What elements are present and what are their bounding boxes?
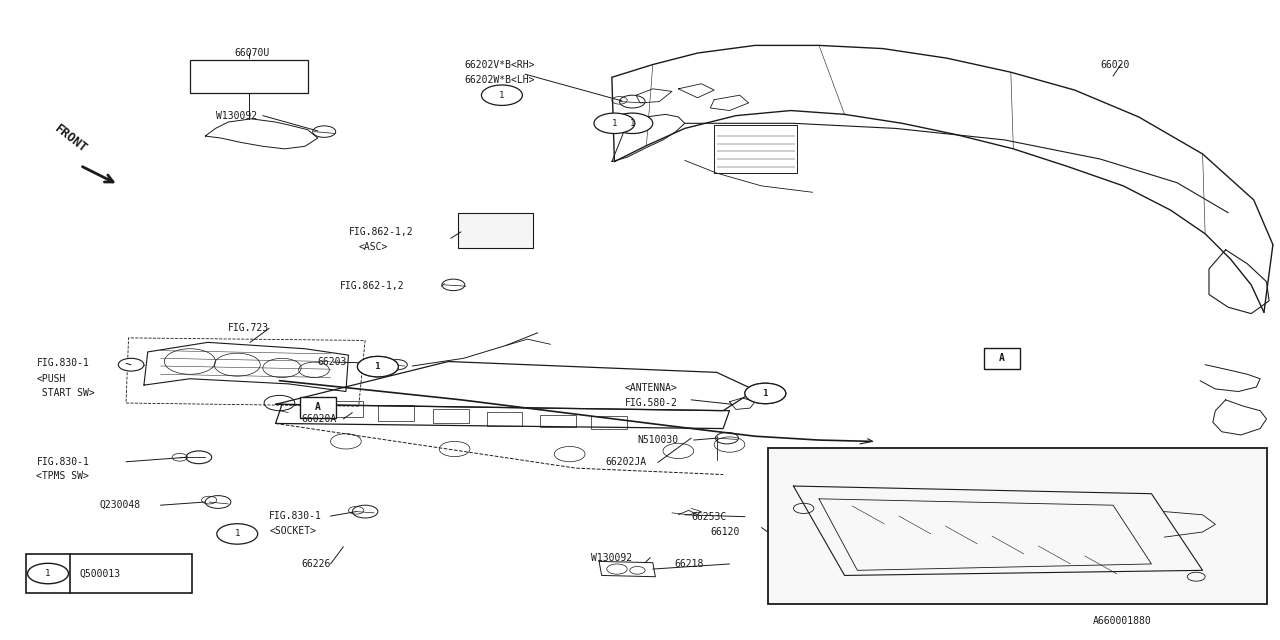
Text: A: A (315, 403, 321, 413)
Text: FIG.830-1: FIG.830-1 (37, 358, 90, 369)
Text: 1: 1 (375, 362, 380, 371)
Text: 66120: 66120 (710, 527, 740, 537)
Text: 66202W*B<LH>: 66202W*B<LH> (465, 75, 535, 85)
Text: 66020: 66020 (1101, 60, 1130, 70)
Text: 66070U: 66070U (234, 48, 270, 58)
Bar (984, 348, 1020, 369)
Text: 66202V*B<RH>: 66202V*B<RH> (465, 60, 535, 70)
Text: A: A (998, 353, 1005, 364)
Circle shape (612, 113, 653, 134)
Text: FIG.862-1,2: FIG.862-1,2 (348, 227, 413, 237)
Bar (486, 412, 522, 426)
Bar (433, 410, 468, 424)
Bar (540, 415, 576, 428)
Circle shape (594, 113, 635, 134)
Text: 66203: 66203 (317, 357, 347, 367)
Text: W130092: W130092 (591, 552, 632, 563)
Text: 1: 1 (499, 91, 504, 100)
Bar (714, 125, 797, 173)
Text: <PUSH: <PUSH (37, 374, 65, 384)
Text: FIG.862-1,2: FIG.862-1,2 (339, 281, 404, 291)
Text: FIG.830-1: FIG.830-1 (37, 457, 90, 467)
Text: 1: 1 (375, 362, 380, 371)
Text: Q230048: Q230048 (99, 500, 141, 510)
Text: <ANTENNA>: <ANTENNA> (625, 383, 677, 394)
Text: 1: 1 (763, 389, 768, 398)
Circle shape (745, 383, 786, 404)
Text: 1: 1 (45, 569, 51, 578)
Circle shape (745, 383, 786, 404)
Text: START SW>: START SW> (37, 388, 95, 399)
Circle shape (216, 524, 257, 544)
Bar (458, 213, 532, 248)
Text: 1: 1 (630, 119, 635, 128)
Text: 66226: 66226 (301, 559, 330, 569)
Text: <TPMS SW>: <TPMS SW> (37, 472, 90, 481)
Bar (591, 416, 627, 429)
Text: FIG.723: FIG.723 (228, 323, 269, 333)
Text: W130092: W130092 (215, 111, 256, 121)
Text: 66202JA: 66202JA (605, 458, 646, 467)
Circle shape (481, 85, 522, 106)
Text: <ASC>: <ASC> (358, 242, 388, 252)
Text: FIG.580-2: FIG.580-2 (625, 398, 677, 408)
Text: <SOCKET>: <SOCKET> (269, 525, 316, 536)
Circle shape (118, 358, 143, 371)
Text: 1: 1 (612, 119, 617, 128)
Bar (27, 554, 192, 593)
Bar (326, 401, 362, 417)
Circle shape (357, 356, 398, 377)
Text: N510030: N510030 (637, 435, 678, 445)
Text: 1: 1 (234, 529, 239, 538)
Circle shape (357, 356, 398, 377)
Text: 66218: 66218 (675, 559, 704, 569)
Text: 1: 1 (763, 389, 768, 398)
Bar (300, 397, 335, 418)
Text: Q500013: Q500013 (79, 568, 122, 579)
Text: 66020A: 66020A (301, 414, 337, 424)
Bar (768, 448, 1266, 604)
Text: 66253C: 66253C (691, 512, 726, 522)
Text: FRONT: FRONT (51, 122, 90, 156)
Bar (189, 60, 307, 93)
Bar (378, 405, 413, 421)
Circle shape (28, 563, 68, 584)
Text: FIG.830-1: FIG.830-1 (269, 511, 323, 521)
Text: A660001880: A660001880 (1093, 616, 1152, 627)
